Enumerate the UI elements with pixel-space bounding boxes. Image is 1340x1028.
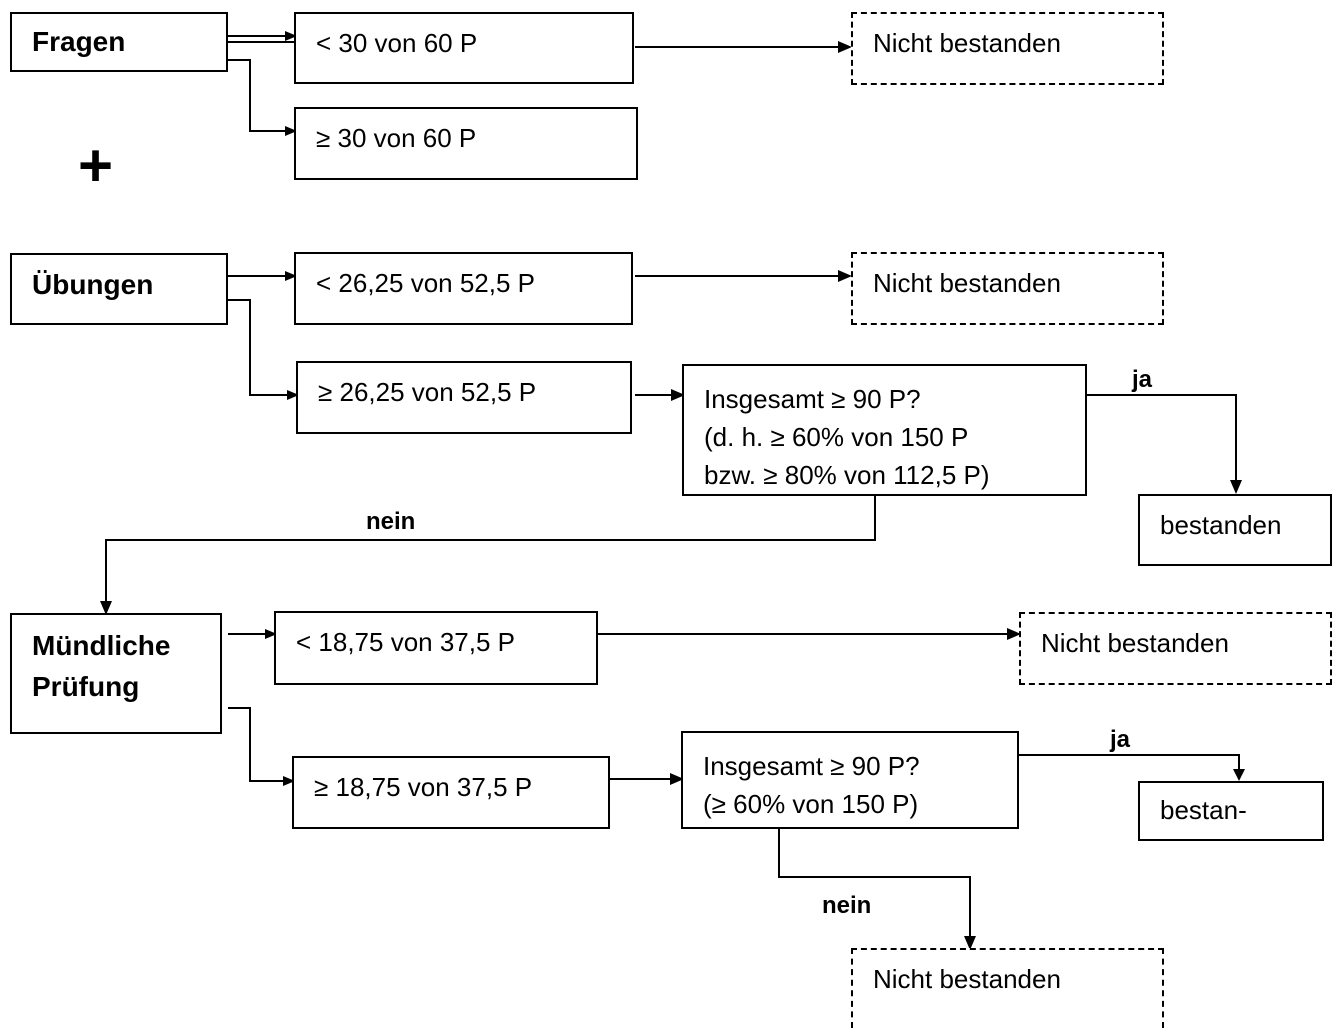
arrowhead	[1230, 480, 1242, 494]
result-muendlich-fail: Nicht bestanden	[1019, 612, 1332, 685]
condition-fragen-fail: < 30 von 60 P	[294, 12, 634, 84]
result-pass-second-text: bestan-	[1160, 795, 1247, 825]
category-muendlich-line2: Prüfung	[32, 671, 140, 702]
result-fragen-fail-text: Nicht bestanden	[873, 28, 1061, 58]
decision-first-line2: (d. h. ≥ 60% von 150 P	[704, 422, 969, 452]
arrowhead	[265, 629, 277, 639]
condition-uebungen-pass-text: ≥ 26,25 von 52,5 P	[318, 377, 537, 407]
edge-decision2-yes	[1018, 754, 1240, 779]
edge-label-yes-first: ja	[1132, 366, 1153, 393]
result-fragen-fail: Nicht bestanden	[851, 12, 1164, 85]
arrowhead	[838, 41, 852, 53]
result-muendlich-fail-text: Nicht bestanden	[1041, 628, 1229, 658]
result-pass-second: bestan-	[1138, 781, 1324, 841]
arrowhead	[285, 126, 297, 136]
category-fragen-label: Fragen	[32, 26, 126, 57]
edge-decision2-no	[778, 828, 971, 948]
arrowhead	[1007, 628, 1021, 640]
result-pass-first-text: bestanden	[1160, 510, 1282, 540]
condition-fragen-pass: ≥ 30 von 60 P	[294, 107, 638, 180]
category-uebungen: Übungen	[10, 253, 228, 325]
condition-muendlich-fail-text: < 18,75 von 37,5 P	[296, 627, 516, 657]
edge-uebungen-to-pass-cond	[228, 299, 297, 396]
arrowhead	[100, 601, 112, 615]
decision-total-first: Insgesamt ≥ 90 P? (d. h. ≥ 60% von 150 P…	[682, 364, 1087, 496]
arrowhead	[838, 270, 852, 282]
edge-label-no-second: nein	[822, 892, 872, 919]
arrowhead	[1233, 769, 1245, 781]
arrowhead	[671, 389, 685, 401]
condition-fragen-pass-text: ≥ 30 von 60 P	[316, 123, 477, 153]
category-muendliche-pruefung: Mündliche Prüfung	[10, 613, 222, 734]
result-final-fail-text: Nicht bestanden	[873, 964, 1061, 994]
condition-uebungen-fail-text: < 26,25 von 52,5 P	[316, 268, 536, 298]
arrowhead	[285, 31, 297, 41]
edge-label-no-first: nein	[366, 508, 416, 535]
decision-second-line2: (≥ 60% von 150 P)	[703, 789, 919, 819]
arrowhead	[285, 271, 297, 281]
category-fragen: Fragen	[10, 12, 228, 72]
result-pass-first: bestanden	[1138, 494, 1332, 566]
result-uebungen-fail-text: Nicht bestanden	[873, 268, 1061, 298]
condition-uebungen-fail: < 26,25 von 52,5 P	[294, 252, 633, 325]
category-muendlich-line1: Mündliche	[32, 630, 171, 661]
edge-muendlich-to-pass-cond	[228, 707, 293, 782]
decision-first-line1: Insgesamt ≥ 90 P?	[704, 384, 921, 414]
edge-decision1-no	[105, 495, 876, 613]
condition-muendlich-pass: ≥ 18,75 von 37,5 P	[292, 756, 610, 829]
decision-second-line1: Insgesamt ≥ 90 P?	[703, 751, 920, 781]
arrowhead	[670, 773, 684, 785]
edge-label-yes-second: ja	[1110, 726, 1131, 753]
arrowhead	[964, 936, 976, 950]
condition-muendlich-pass-text: ≥ 18,75 von 37,5 P	[314, 772, 533, 802]
category-uebungen-label: Übungen	[32, 269, 154, 300]
plus-symbol: +	[78, 132, 114, 199]
result-final-fail: Nicht bestanden	[851, 948, 1164, 1028]
result-uebungen-fail: Nicht bestanden	[851, 252, 1164, 325]
condition-fragen-fail-text: < 30 von 60 P	[316, 28, 478, 58]
decision-first-line3: bzw. ≥ 80% von 112,5 P)	[704, 460, 990, 490]
condition-muendlich-fail: < 18,75 von 37,5 P	[274, 611, 598, 685]
edge-fragen-to-pass-cond	[228, 59, 295, 132]
connector-lines	[105, 35, 1240, 948]
arrowhead	[283, 776, 295, 786]
decision-total-second: Insgesamt ≥ 90 P? (≥ 60% von 150 P)	[681, 731, 1019, 829]
arrowhead	[287, 390, 299, 400]
edge-decision1-yes	[1087, 394, 1237, 492]
condition-uebungen-pass: ≥ 26,25 von 52,5 P	[296, 361, 632, 434]
